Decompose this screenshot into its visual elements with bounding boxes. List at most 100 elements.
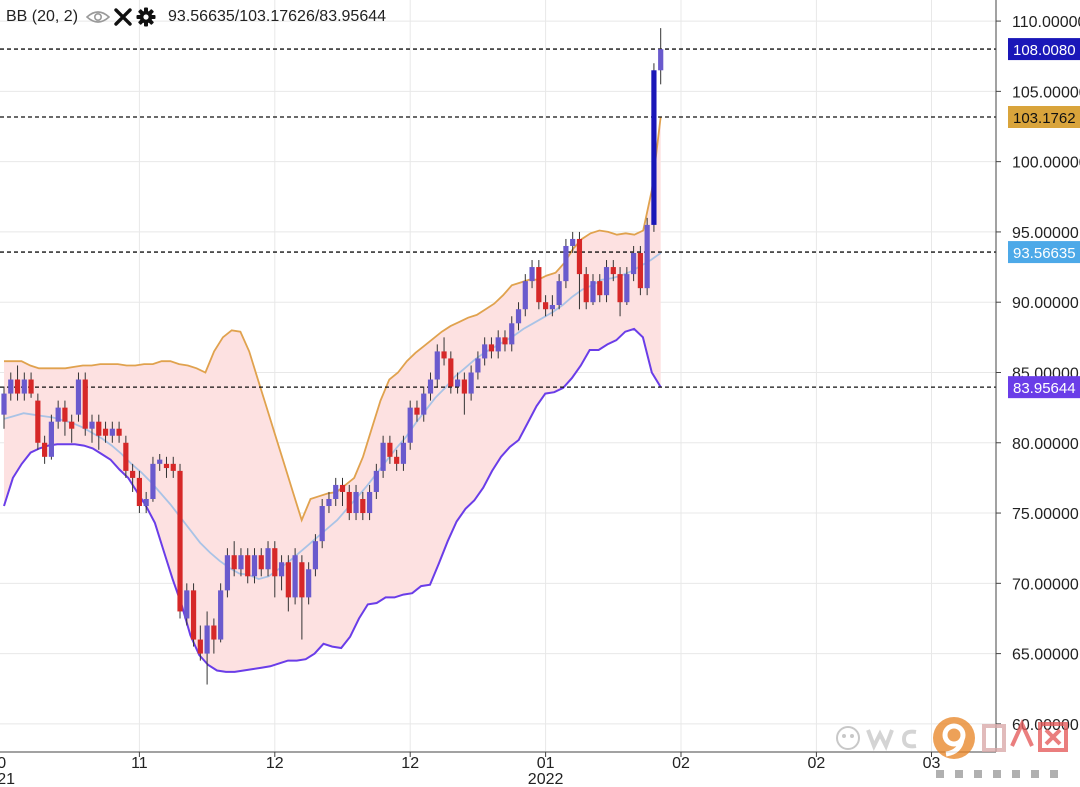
candle <box>339 477 346 507</box>
candle-body <box>441 351 447 359</box>
candle <box>610 260 616 282</box>
candle-body <box>190 590 197 640</box>
candle <box>576 231 583 310</box>
candle-body <box>150 463 156 499</box>
candle-body <box>306 569 312 598</box>
candle <box>245 548 251 584</box>
x-tick-label: 10 <box>0 755 6 772</box>
candle-body <box>509 323 515 345</box>
candle <box>570 231 576 254</box>
candle <box>651 63 657 232</box>
lower-band-line <box>3 327 662 673</box>
candle <box>218 583 224 643</box>
candle <box>82 372 88 436</box>
x-tick-label: 12 <box>401 755 419 772</box>
candle <box>109 421 115 443</box>
candle <box>177 463 183 619</box>
candle-body <box>421 393 427 415</box>
candle-body <box>387 442 393 457</box>
candle-body <box>380 442 386 471</box>
candle <box>251 548 258 584</box>
candle <box>312 534 319 577</box>
candle <box>502 330 508 352</box>
candle <box>238 548 244 577</box>
candle <box>583 267 589 310</box>
candle-body <box>394 456 400 464</box>
candle-body <box>488 344 495 352</box>
candle <box>116 421 122 443</box>
candle <box>488 337 495 359</box>
candle <box>400 435 407 471</box>
price-lines <box>0 48 996 388</box>
candle-body <box>651 70 657 225</box>
band-fill <box>4 116 661 672</box>
y-tick-label: 70.00000 <box>1012 576 1079 593</box>
candle-body <box>238 555 244 570</box>
candle <box>631 245 637 282</box>
price-marker-box <box>1008 241 1080 264</box>
price-marker-box <box>1008 38 1080 61</box>
candle-body <box>468 372 474 394</box>
middle-band-line <box>3 252 662 581</box>
candle <box>624 267 630 306</box>
candle-body <box>258 555 264 570</box>
candle <box>190 583 197 647</box>
candle-body <box>102 428 109 436</box>
candle-body <box>21 379 27 394</box>
candle-body <box>285 562 291 598</box>
candle-body <box>251 555 258 577</box>
candle-body <box>658 49 664 71</box>
y-tick-label: 65.00000 <box>1012 647 1079 664</box>
candle-body <box>631 253 637 275</box>
y-tick-label: 75.00000 <box>1012 506 1079 523</box>
candle <box>427 372 434 401</box>
bollinger-bands <box>3 116 662 673</box>
candle-body <box>319 506 325 542</box>
candle <box>306 562 312 605</box>
candle <box>89 414 95 443</box>
candle <box>42 435 48 464</box>
candle <box>170 456 176 478</box>
candle-body <box>292 555 298 598</box>
candle <box>522 274 528 317</box>
close-icon[interactable] <box>114 8 132 26</box>
candle-body <box>339 484 346 492</box>
candle <box>285 555 291 612</box>
candle <box>278 555 285 591</box>
candle-body <box>529 267 535 282</box>
candle-body <box>400 442 407 464</box>
candle-body <box>62 407 68 422</box>
candle <box>157 454 163 471</box>
candle-body <box>197 639 203 654</box>
candle <box>563 238 569 289</box>
gear-icon[interactable] <box>136 7 156 27</box>
candle-body <box>272 548 278 577</box>
candle <box>658 28 664 85</box>
candle <box>184 583 190 626</box>
candle-body <box>427 379 434 394</box>
eye-icon[interactable] <box>86 9 111 25</box>
candle <box>69 414 75 443</box>
candle <box>204 611 210 685</box>
candle <box>461 372 467 415</box>
candle <box>130 463 136 492</box>
candle <box>495 330 501 359</box>
candle <box>163 456 170 478</box>
candle <box>265 541 271 577</box>
x-tick-label: 01 <box>537 755 555 772</box>
candle <box>272 541 278 598</box>
candle-body <box>218 590 224 640</box>
candle-body <box>583 274 589 303</box>
candle <box>211 618 217 654</box>
candle-body <box>245 555 251 577</box>
y-tick-label: 100.00000 <box>1012 155 1080 172</box>
candle-body <box>461 379 467 394</box>
candle <box>637 245 643 296</box>
candle-body <box>624 274 630 303</box>
candle <box>597 274 603 303</box>
indicator-name[interactable]: BB (20, 2) <box>6 8 79 25</box>
candle-body <box>177 470 183 612</box>
